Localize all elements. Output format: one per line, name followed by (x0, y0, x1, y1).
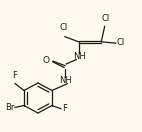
Text: O: O (42, 56, 49, 65)
Text: Cl: Cl (101, 13, 110, 23)
Text: F: F (12, 71, 17, 80)
Text: Br: Br (5, 103, 14, 112)
Text: Cl: Cl (117, 38, 125, 47)
Text: F: F (62, 104, 67, 113)
Text: NH: NH (73, 52, 86, 61)
Text: NH: NH (59, 76, 72, 85)
Text: Cl: Cl (59, 23, 67, 32)
